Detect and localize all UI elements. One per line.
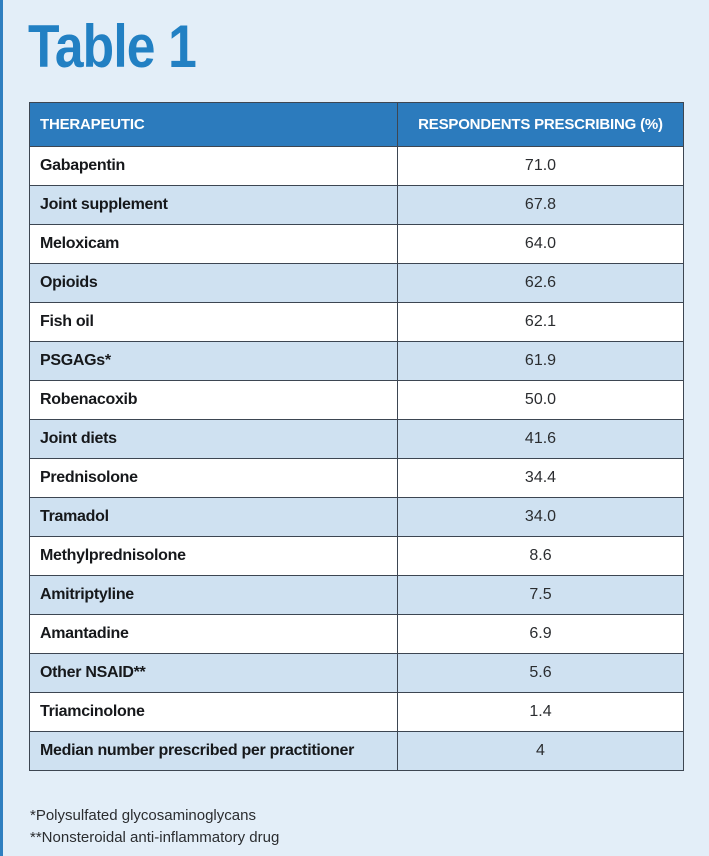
table-row: Amantadine 6.9 xyxy=(29,614,684,654)
column-header-therapeutic: THERAPEUTIC xyxy=(29,102,398,147)
percent-cell: 71.0 xyxy=(397,146,684,186)
table-row: PSGAGs* 61.9 xyxy=(29,341,684,381)
percent-cell: 1.4 xyxy=(397,692,684,732)
percent-cell: 62.6 xyxy=(397,263,684,303)
column-header-respondents: RESPONDENTS PRESCRIBING (%) xyxy=(397,102,684,147)
left-accent-rule xyxy=(0,0,3,856)
therapeutic-cell: Gabapentin xyxy=(29,146,398,186)
footnote: *Polysulfated glycosaminoglycans xyxy=(30,807,256,824)
percent-cell: 6.9 xyxy=(397,614,684,654)
table-row: Tramadol 34.0 xyxy=(29,497,684,537)
table-row: Prednisolone 34.4 xyxy=(29,458,684,498)
page-title: Table 1 xyxy=(28,13,197,80)
therapeutic-cell: Amitriptyline xyxy=(29,575,398,615)
percent-cell: 64.0 xyxy=(397,224,684,264)
table-row: Joint supplement 67.8 xyxy=(29,185,684,225)
percent-cell: 41.6 xyxy=(397,419,684,459)
table-row: Robenacoxib 50.0 xyxy=(29,380,684,420)
therapeutic-cell: Meloxicam xyxy=(29,224,398,264)
percent-cell: 7.5 xyxy=(397,575,684,615)
therapeutic-cell: Other NSAID** xyxy=(29,653,398,693)
table-row: Median number prescribed per practitione… xyxy=(29,731,684,771)
percent-cell: 67.8 xyxy=(397,185,684,225)
table-row: Fish oil 62.1 xyxy=(29,302,684,342)
percent-cell: 8.6 xyxy=(397,536,684,576)
table-row: Meloxicam 64.0 xyxy=(29,224,684,264)
percent-cell: 50.0 xyxy=(397,380,684,420)
therapeutic-cell: Opioids xyxy=(29,263,398,303)
percent-cell: 62.1 xyxy=(397,302,684,342)
table-row: Gabapentin 71.0 xyxy=(29,146,684,186)
therapeutic-cell: Tramadol xyxy=(29,497,398,537)
percent-cell: 34.4 xyxy=(397,458,684,498)
table-row: Methylprednisolone 8.6 xyxy=(29,536,684,576)
percent-cell: 34.0 xyxy=(397,497,684,537)
therapeutic-cell: Prednisolone xyxy=(29,458,398,498)
table-row: Other NSAID** 5.6 xyxy=(29,653,684,693)
therapeutic-cell: Triamcinolone xyxy=(29,692,398,732)
table-row: Joint diets 41.6 xyxy=(29,419,684,459)
percent-cell: 5.6 xyxy=(397,653,684,693)
table-row: Amitriptyline 7.5 xyxy=(29,575,684,615)
therapeutic-cell: Fish oil xyxy=(29,302,398,342)
therapeutic-cell: Joint diets xyxy=(29,419,398,459)
table-body: Gabapentin 71.0 Joint supplement 67.8 Meloxi… xyxy=(29,146,684,771)
table-row: Opioids 62.6 xyxy=(29,263,684,303)
table-row: Triamcinolone 1.4 xyxy=(29,692,684,732)
prescribing-table: THERAPEUTIC RESPONDENTS PRESCRIBING (%) … xyxy=(29,102,684,771)
footnote: **Nonsteroidal anti-inflammatory drug xyxy=(30,829,280,846)
therapeutic-cell: PSGAGs* xyxy=(29,341,398,381)
therapeutic-cell: Robenacoxib xyxy=(29,380,398,420)
percent-cell: 4 xyxy=(397,731,684,771)
table-header-row: THERAPEUTIC RESPONDENTS PRESCRIBING (%) xyxy=(29,102,684,147)
therapeutic-cell: Joint supplement xyxy=(29,185,398,225)
therapeutic-cell: Amantadine xyxy=(29,614,398,654)
percent-cell: 61.9 xyxy=(397,341,684,381)
therapeutic-cell: Median number prescribed per practitione… xyxy=(29,731,398,771)
therapeutic-cell: Methylprednisolone xyxy=(29,536,398,576)
footnotes: *Polysulfated glycosaminoglycans **Nonst… xyxy=(30,805,279,849)
